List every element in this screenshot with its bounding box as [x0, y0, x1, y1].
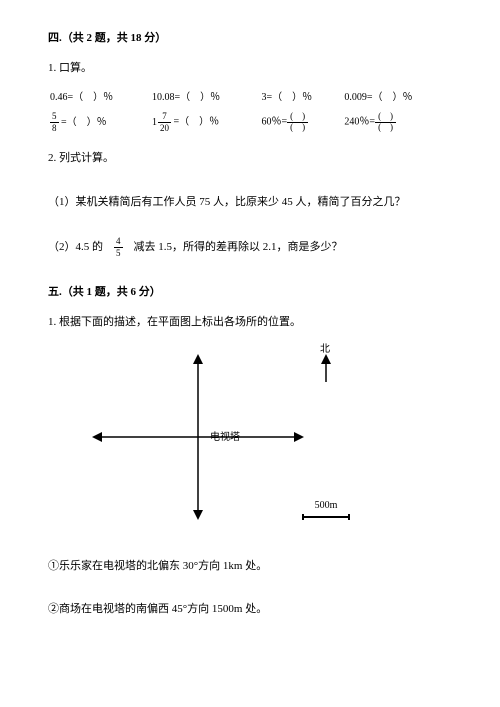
q4-2-2: （2）4.5 的 4 5 减去 1.5，所得的差再除以 2.1，商是多少？ [48, 237, 452, 258]
fraction: 7 20 [158, 112, 171, 133]
scale-bar [302, 516, 350, 518]
north-label: 北 [320, 342, 330, 358]
scale-text: 500m [302, 498, 350, 514]
mixed-number: 1 7 20 [152, 112, 171, 133]
q4-2-1: （1）某机关精简后有工作人员 75 人，比原来少 45 人，精简了百分之几？ [48, 194, 452, 212]
fraction: 4 5 [114, 237, 123, 258]
calc-cell: 5 8 =（ ）％ [48, 109, 150, 136]
calc-cell: 240％= ( ) ( ) [342, 109, 452, 136]
fraction: 5 8 [50, 112, 59, 133]
section-5-header: 五.（共 1 题，共 6 分） [48, 284, 452, 302]
tv-tower-label: 电视塔 [210, 430, 240, 446]
whole-part: 1 [152, 115, 157, 131]
calc-suffix: =（ ）％ [59, 117, 107, 128]
denominator: 5 [114, 248, 123, 258]
numerator: 7 [158, 112, 171, 123]
q4-1-title: 1. 口算。 [48, 60, 452, 78]
q4-2-2-text-a: （2）4.5 的 [48, 241, 114, 253]
q5-item-2: ②商场在电视塔的南偏西 45°方向 1500m 处。 [48, 601, 452, 619]
calc-table: 0.46=（ ）％ 10.08=（ ）％ 3=（ ）％ 0.009=（ ）％ 5… [48, 87, 452, 136]
blank-bot: ( ) [287, 123, 308, 133]
numerator: 5 [50, 112, 59, 123]
calc-cell: 10.08=（ ）％ [150, 87, 260, 109]
calc-suffix: =（ ）％ [171, 117, 219, 128]
calc-cell: 1 7 20 =（ ）％ [150, 109, 260, 136]
denominator: 8 [50, 123, 59, 133]
calc-cell: 60％= ( ) ( ) [259, 109, 342, 136]
calc-prefix: 240％= [344, 117, 375, 128]
q4-2-2-text-b: 减去 1.5，所得的差再除以 2.1，商是多少？ [123, 241, 343, 253]
table-row: 5 8 =（ ）％ 1 7 20 =（ ）％ 60％= ( ) ( ) 240％… [48, 109, 452, 136]
denominator: 20 [158, 123, 171, 133]
calc-cell: 0.009=（ ）％ [342, 87, 452, 109]
numerator: 4 [114, 237, 123, 248]
blank-bot: ( ) [375, 123, 396, 133]
blank-fraction: ( ) ( ) [375, 112, 396, 133]
calc-cell: 3=（ ）％ [259, 87, 342, 109]
calc-prefix: 60％= [261, 117, 287, 128]
q5-1-title: 1. 根据下面的描述，在平面图上标出各场所的位置。 [48, 314, 452, 332]
q5-item-1: ①乐乐家在电视塔的北偏东 30°方向 1km 处。 [48, 558, 452, 576]
scale-indicator: 500m [302, 498, 350, 518]
map-diagram: 北 电视塔 500m [78, 342, 378, 532]
table-row: 0.46=（ ）％ 10.08=（ ）％ 3=（ ）％ 0.009=（ ）％ [48, 87, 452, 109]
calc-cell: 0.46=（ ）％ [48, 87, 150, 109]
q4-2-title: 2. 列式计算。 [48, 150, 452, 168]
section-4-header: 四.（共 2 题，共 18 分） [48, 30, 452, 48]
blank-fraction: ( ) ( ) [287, 112, 308, 133]
